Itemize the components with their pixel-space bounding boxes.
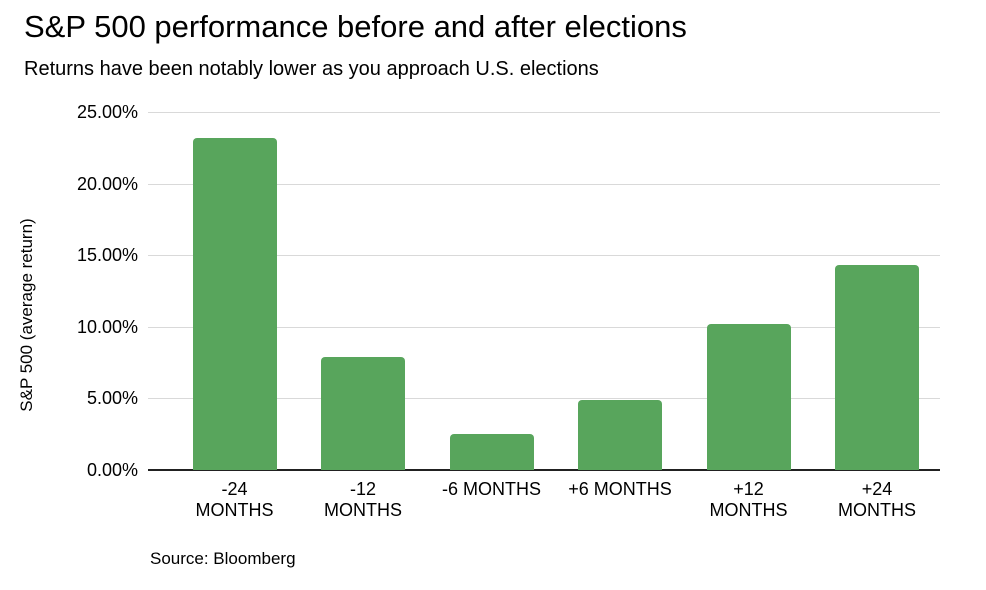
y-tick-label-25.00%: 25.00% bbox=[76, 102, 138, 122]
bar-+24-months bbox=[835, 265, 919, 470]
y-tick-label-0.00%: 0.00% bbox=[86, 460, 138, 480]
bar-+12-months bbox=[706, 323, 791, 470]
bar--24-months bbox=[192, 137, 277, 470]
y-tick-label-15.00%: 15.00% bbox=[76, 245, 138, 266]
x-tick-label--12-months: -12 MONTHS bbox=[324, 479, 402, 520]
x-tick-label-+12-months: +12 MONTHS bbox=[709, 479, 788, 520]
x-tick-label--6-months: -6 MONTHS bbox=[442, 479, 541, 499]
x-tick-label-+24-months: +24 MONTHS bbox=[838, 479, 916, 520]
bar--12-months bbox=[321, 356, 405, 470]
bar-+6-months bbox=[578, 399, 662, 470]
source-note: Source: Bloomberg bbox=[150, 549, 296, 568]
plot-area bbox=[148, 112, 940, 471]
x-axis-line bbox=[148, 469, 940, 471]
y-axis-title: S&P 500 (average return) bbox=[17, 218, 36, 412]
gridline-15.00% bbox=[148, 255, 940, 257]
chart-title: S&P 500 performance before and after ele… bbox=[24, 9, 687, 44]
y-tick-label-20.00%: 20.00% bbox=[76, 173, 138, 194]
y-tick-label-5.00%: 5.00% bbox=[86, 388, 138, 409]
gridline-20.00% bbox=[148, 183, 940, 185]
y-tick-label-10.00%: 10.00% bbox=[76, 316, 138, 337]
gridline-25.00% bbox=[148, 112, 940, 113]
x-tick-label--24-months: -24 MONTHS bbox=[195, 479, 274, 520]
gridline-10.00% bbox=[148, 326, 940, 328]
bar--6-months bbox=[449, 434, 534, 470]
gridline-5.00% bbox=[148, 398, 940, 400]
chart-subtitle: Returns have been notably lower as you a… bbox=[24, 58, 599, 80]
x-tick-label-+6-months: +6 MONTHS bbox=[568, 479, 672, 499]
